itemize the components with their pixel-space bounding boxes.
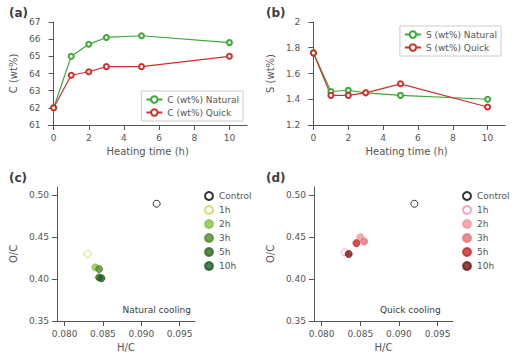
- svg-text:65: 65: [29, 51, 40, 61]
- svg-text:2: 2: [86, 133, 92, 143]
- svg-text:S (wt%): S (wt%): [265, 54, 276, 93]
- svg-text:2h: 2h: [219, 219, 230, 229]
- svg-text:Natural cooling: Natural cooling: [123, 305, 191, 315]
- svg-text:10: 10: [482, 133, 494, 143]
- svg-text:6: 6: [156, 133, 162, 143]
- svg-text:10h: 10h: [477, 261, 494, 271]
- svg-text:H/C: H/C: [375, 342, 393, 353]
- svg-text:2: 2: [345, 133, 351, 143]
- svg-text:0.085: 0.085: [347, 329, 373, 339]
- svg-text:Heating time (h): Heating time (h): [107, 146, 189, 157]
- svg-text:1.2: 1.2: [286, 120, 300, 130]
- svg-text:0.090: 0.090: [128, 329, 154, 339]
- svg-text:0.080: 0.080: [52, 329, 78, 339]
- svg-text:8: 8: [191, 133, 197, 143]
- svg-text:1.4: 1.4: [286, 94, 301, 104]
- svg-text:63: 63: [29, 86, 40, 96]
- svg-text:0.50: 0.50: [286, 190, 306, 200]
- svg-text:64: 64: [29, 69, 41, 79]
- svg-text:0.095: 0.095: [167, 329, 193, 339]
- svg-text:0.095: 0.095: [425, 329, 451, 339]
- svg-text:1h: 1h: [477, 205, 488, 215]
- svg-text:10h: 10h: [219, 261, 236, 271]
- svg-text:0.35: 0.35: [29, 316, 49, 326]
- svg-text:0.080: 0.080: [309, 329, 335, 339]
- svg-text:0.45: 0.45: [286, 232, 306, 242]
- svg-text:8: 8: [450, 133, 456, 143]
- svg-text:O/C: O/C: [265, 245, 276, 263]
- svg-text:3h: 3h: [219, 233, 230, 243]
- svg-text:0.085: 0.085: [90, 329, 116, 339]
- svg-text:Heating time (h): Heating time (h): [365, 146, 447, 157]
- svg-text:S (wt%) Quick: S (wt%) Quick: [426, 43, 490, 53]
- svg-text:1.6: 1.6: [286, 69, 301, 79]
- svg-text:4: 4: [380, 133, 386, 143]
- svg-text:Control: Control: [477, 191, 510, 201]
- svg-text:2: 2: [294, 17, 300, 27]
- svg-text:61: 61: [29, 120, 40, 130]
- svg-text:Control: Control: [219, 191, 252, 201]
- svg-text:67: 67: [29, 17, 40, 27]
- svg-text:5h: 5h: [477, 247, 488, 257]
- svg-text:C (wt%): C (wt%): [8, 54, 19, 94]
- svg-text:2h: 2h: [477, 219, 488, 229]
- svg-text:6: 6: [415, 133, 421, 143]
- svg-text:H/C: H/C: [117, 342, 135, 353]
- svg-text:0.090: 0.090: [386, 329, 412, 339]
- svg-text:0.45: 0.45: [29, 232, 49, 242]
- svg-text:62: 62: [29, 103, 40, 113]
- svg-text:0.35: 0.35: [286, 316, 306, 326]
- svg-text:(b): (b): [266, 6, 286, 20]
- svg-text:1h: 1h: [219, 205, 230, 215]
- svg-text:10: 10: [224, 133, 236, 143]
- svg-text:5h: 5h: [219, 247, 230, 257]
- svg-text:O/C: O/C: [8, 245, 19, 263]
- svg-text:0: 0: [51, 133, 57, 143]
- svg-text:3h: 3h: [477, 233, 488, 243]
- svg-text:0.40: 0.40: [286, 274, 306, 284]
- svg-text:Quick cooling: Quick cooling: [380, 305, 441, 315]
- svg-text:0: 0: [311, 133, 317, 143]
- svg-text:0.40: 0.40: [29, 274, 49, 284]
- svg-text:(c): (c): [9, 171, 27, 185]
- svg-text:1.8: 1.8: [286, 43, 301, 53]
- svg-text:C (wt%) Natural: C (wt%) Natural: [167, 95, 239, 105]
- svg-text:S (wt%) Natural: S (wt%) Natural: [426, 30, 497, 40]
- svg-text:4: 4: [121, 133, 127, 143]
- svg-text:(a): (a): [9, 6, 28, 20]
- svg-text:(d): (d): [266, 171, 286, 185]
- svg-text:0.50: 0.50: [29, 190, 49, 200]
- svg-text:66: 66: [29, 34, 41, 44]
- svg-text:C (wt%) Quick: C (wt%) Quick: [167, 108, 232, 118]
